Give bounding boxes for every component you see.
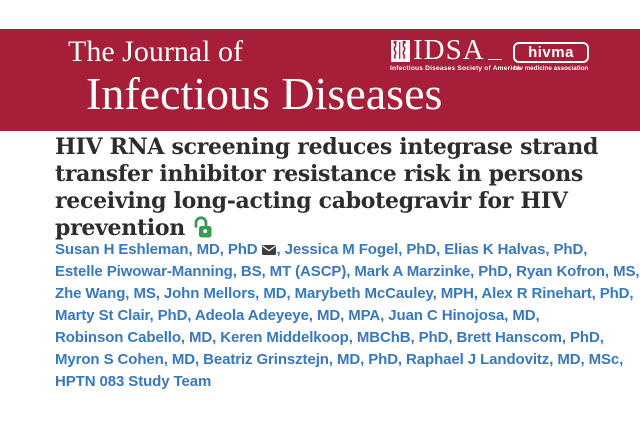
- author-link[interactable]: HPTN 083 Study Team: [55, 373, 212, 390]
- author-link[interactable]: Robinson Cabello, MD, Keren Middelkoop, …: [55, 329, 604, 346]
- journal-masthead-banner: The Journal of Infectious Diseases IDSA …: [0, 29, 640, 131]
- author-link[interactable]: Myron S Cohen, MD, Beatriz Grinsztejn, M…: [55, 351, 624, 368]
- author-list: Susan H Eshleman, MD, PhD , Jessica M Fo…: [55, 239, 640, 393]
- author-link[interactable]: Susan H Eshleman, MD, PhD: [55, 241, 258, 258]
- journal-name-line1: The Journal of: [68, 35, 243, 68]
- hivma-logo[interactable]: hivma hiv medicine association: [513, 42, 589, 72]
- article-title-line: HIV RNA screening reduces integrase stra…: [55, 134, 599, 160]
- idsa-crest-icon: [390, 39, 411, 63]
- idsa-logo[interactable]: IDSA Infectious Diseases Society of Amer…: [390, 34, 521, 77]
- email-icon[interactable]: [261, 245, 276, 255]
- hivma-logo-box: hivma: [513, 42, 589, 63]
- article-title-line: transfer inhibitor resistance risk in pe…: [55, 161, 583, 187]
- idsa-acronym: IDSA: [413, 34, 485, 66]
- idsa-underline-rule: [487, 59, 502, 60]
- author-link[interactable]: Estelle Piwowar-Manning, BS, MT (ASCP), …: [55, 263, 640, 280]
- author-link[interactable]: Marty St Clair, PhD, Adeola Adeyeye, MD,…: [55, 307, 540, 324]
- article-title: HIV RNA screening reduces integrase stra…: [55, 134, 615, 242]
- open-access-lock-icon: [194, 216, 212, 238]
- idsa-tagline: Infectious Diseases Society of America: [390, 65, 521, 72]
- hivma-tagline: hiv medicine association: [513, 65, 589, 72]
- article-title-line: receiving long-acting cabotegravir for H…: [55, 188, 568, 214]
- article-title-line: prevention: [55, 215, 185, 241]
- author-link[interactable]: , Jessica M Fogel, PhD, Elias K Halvas, …: [276, 241, 588, 258]
- hivma-name: hivma: [528, 44, 574, 61]
- author-link[interactable]: Zhe Wang, MS, John Mellors, MD, Marybeth…: [55, 285, 634, 302]
- journal-name-line2: Infectious Diseases: [86, 68, 443, 119]
